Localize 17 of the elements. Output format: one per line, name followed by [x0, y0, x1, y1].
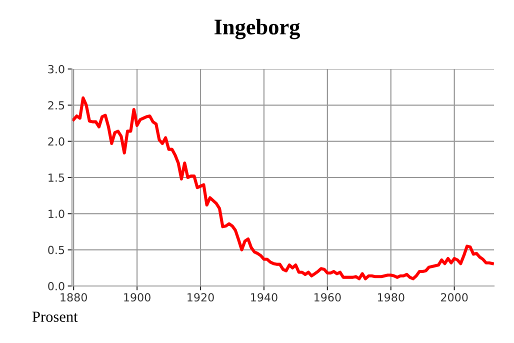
y-tick-label: 2.0 — [48, 137, 64, 146]
x-tick-label: 1960 — [314, 293, 341, 302]
y-tick-label: 1.5 — [48, 174, 64, 182]
y-tick-label: 3.0 — [48, 64, 64, 74]
y-axis-title: Prosent — [32, 312, 78, 322]
x-tick-label: 1940 — [251, 293, 278, 302]
line-series — [72, 96, 494, 280]
chart-title: Ingeborg — [214, 18, 300, 40]
x-tick-label: 1880 — [60, 293, 87, 302]
x-tick-label: 2000 — [441, 293, 468, 302]
y-tick-label: 0.0 — [48, 282, 64, 290]
y-tick-label: 2.5 — [48, 101, 64, 110]
x-tick-label: 1920 — [188, 293, 214, 302]
x-tick-label: 1900 — [124, 293, 150, 302]
x-tick-label: 1980 — [378, 293, 404, 302]
y-tick-label: 1.0 — [48, 210, 64, 218]
y-tick-label: 0.5 — [48, 246, 64, 254]
